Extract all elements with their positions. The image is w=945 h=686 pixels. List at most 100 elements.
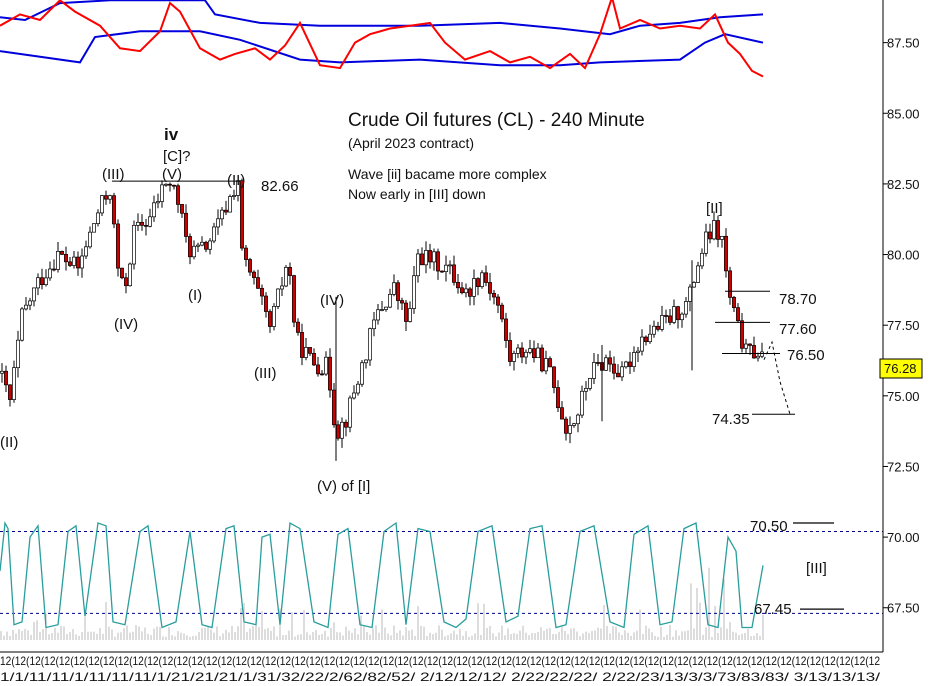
- candle-body: [200, 241, 204, 246]
- candle-body: [488, 282, 492, 294]
- candle-body: [116, 223, 120, 269]
- candle-body: [68, 261, 72, 266]
- candle-body: [324, 356, 328, 375]
- candle-body: [708, 231, 712, 240]
- wave-label-c-main: [C]?: [163, 148, 191, 165]
- candle-body: [104, 195, 108, 200]
- candle-body: [60, 251, 64, 255]
- candle-body: [464, 288, 468, 294]
- chart-note-2: Now early in [III] down: [348, 186, 486, 202]
- candle-body: [512, 353, 516, 362]
- candle-body: [616, 372, 620, 378]
- candle-body: [468, 288, 472, 297]
- candle-body: [312, 353, 316, 366]
- candle-body: [180, 204, 184, 214]
- candle-body: [400, 300, 404, 304]
- candle-body: [232, 195, 236, 197]
- candle-body: [636, 350, 640, 353]
- candle-body: [696, 265, 700, 283]
- candle-body: [612, 363, 616, 374]
- candle-body: [64, 254, 68, 263]
- candle-body: [260, 287, 264, 297]
- candle-body: [124, 277, 128, 287]
- candle-body: [308, 347, 312, 354]
- candle-body: [340, 421, 344, 439]
- x-axis-labels-row1: 12(12(12(12(12(12(12(12(12(12(12(12(12(1…: [0, 654, 880, 668]
- candle-body: [380, 309, 384, 311]
- candle-body: [352, 392, 356, 399]
- candle-body: [736, 307, 740, 322]
- candle-body: [476, 278, 480, 288]
- candle-body: [456, 282, 460, 289]
- candle-body: [716, 220, 720, 240]
- chart-note-1: Wave [ii] bacame more complex: [348, 166, 547, 182]
- candle-body: [216, 218, 220, 228]
- candle-body: [224, 209, 228, 213]
- candle-body: [564, 418, 568, 434]
- candle-body: [540, 347, 544, 372]
- candle-body: [740, 320, 744, 349]
- candle-body: [596, 362, 600, 364]
- candle-body: [188, 236, 192, 258]
- candle-body: [112, 195, 116, 225]
- candle-body: [688, 286, 692, 302]
- candle-body: [592, 362, 596, 379]
- y-tick-label: 80.00: [887, 248, 920, 263]
- candle-body: [444, 264, 448, 273]
- candle-body: [292, 275, 296, 323]
- candle-body: [244, 247, 248, 260]
- y-tick-label: 85.00: [887, 106, 920, 121]
- candle-body: [348, 397, 352, 428]
- candle-body: [164, 183, 168, 186]
- wave-label-iii-2: (III): [254, 365, 277, 382]
- candle-body: [108, 195, 112, 200]
- candle-body: [24, 304, 28, 310]
- candle-body: [628, 361, 632, 367]
- candle-body: [168, 183, 172, 186]
- y-tick-label: 67.50: [887, 601, 920, 616]
- y-tick-label: 87.50: [887, 36, 920, 51]
- candle-body: [208, 240, 212, 250]
- candle-body: [496, 296, 500, 306]
- candle-body: [76, 256, 80, 269]
- candle-body: [48, 268, 52, 279]
- candle-body: [356, 383, 360, 394]
- candle-body: [276, 288, 280, 307]
- candle-body: [648, 333, 652, 343]
- candle-body: [640, 336, 644, 352]
- chart-title: Crude Oil futures (CL) - 240 Minute: [348, 110, 645, 131]
- oscillator-polyline: [0, 0, 764, 78]
- candles: [0, 176, 764, 461]
- candle-body: [408, 308, 412, 322]
- chart-subtitle: (April 2023 contract): [348, 135, 474, 151]
- y-tick-label: 75.00: [887, 389, 920, 404]
- candle-body: [432, 251, 436, 263]
- last-price-marker: [879, 358, 923, 379]
- y-tick-label: 82.50: [887, 177, 920, 192]
- level-label-76-50: 76.50: [787, 347, 825, 364]
- candle-body: [428, 250, 432, 263]
- level-label-67-45: 67.45: [754, 601, 792, 618]
- candle-body: [84, 246, 88, 257]
- candle-body: [28, 300, 32, 306]
- candle-body: [372, 319, 376, 330]
- candle-body: [384, 306, 388, 310]
- candle-body: [284, 267, 288, 287]
- candle-body: [548, 358, 552, 368]
- candle-body: [392, 282, 396, 295]
- candle-body: [620, 366, 624, 378]
- candle-body: [132, 224, 136, 265]
- wave-label-iii-main: [III]: [806, 560, 827, 577]
- candle-body: [176, 185, 180, 205]
- candle-body: [720, 235, 724, 240]
- wave-label-iv-2: (IV): [320, 292, 344, 309]
- candle-body: [652, 325, 656, 335]
- candle-body: [608, 357, 612, 365]
- candle-body: [152, 202, 156, 218]
- candle-body: [192, 245, 196, 258]
- candle-body: [156, 201, 160, 204]
- level-lines: [112, 180, 844, 610]
- candle-body: [656, 325, 660, 330]
- candle-body: [552, 366, 556, 388]
- candle-body: [500, 304, 504, 320]
